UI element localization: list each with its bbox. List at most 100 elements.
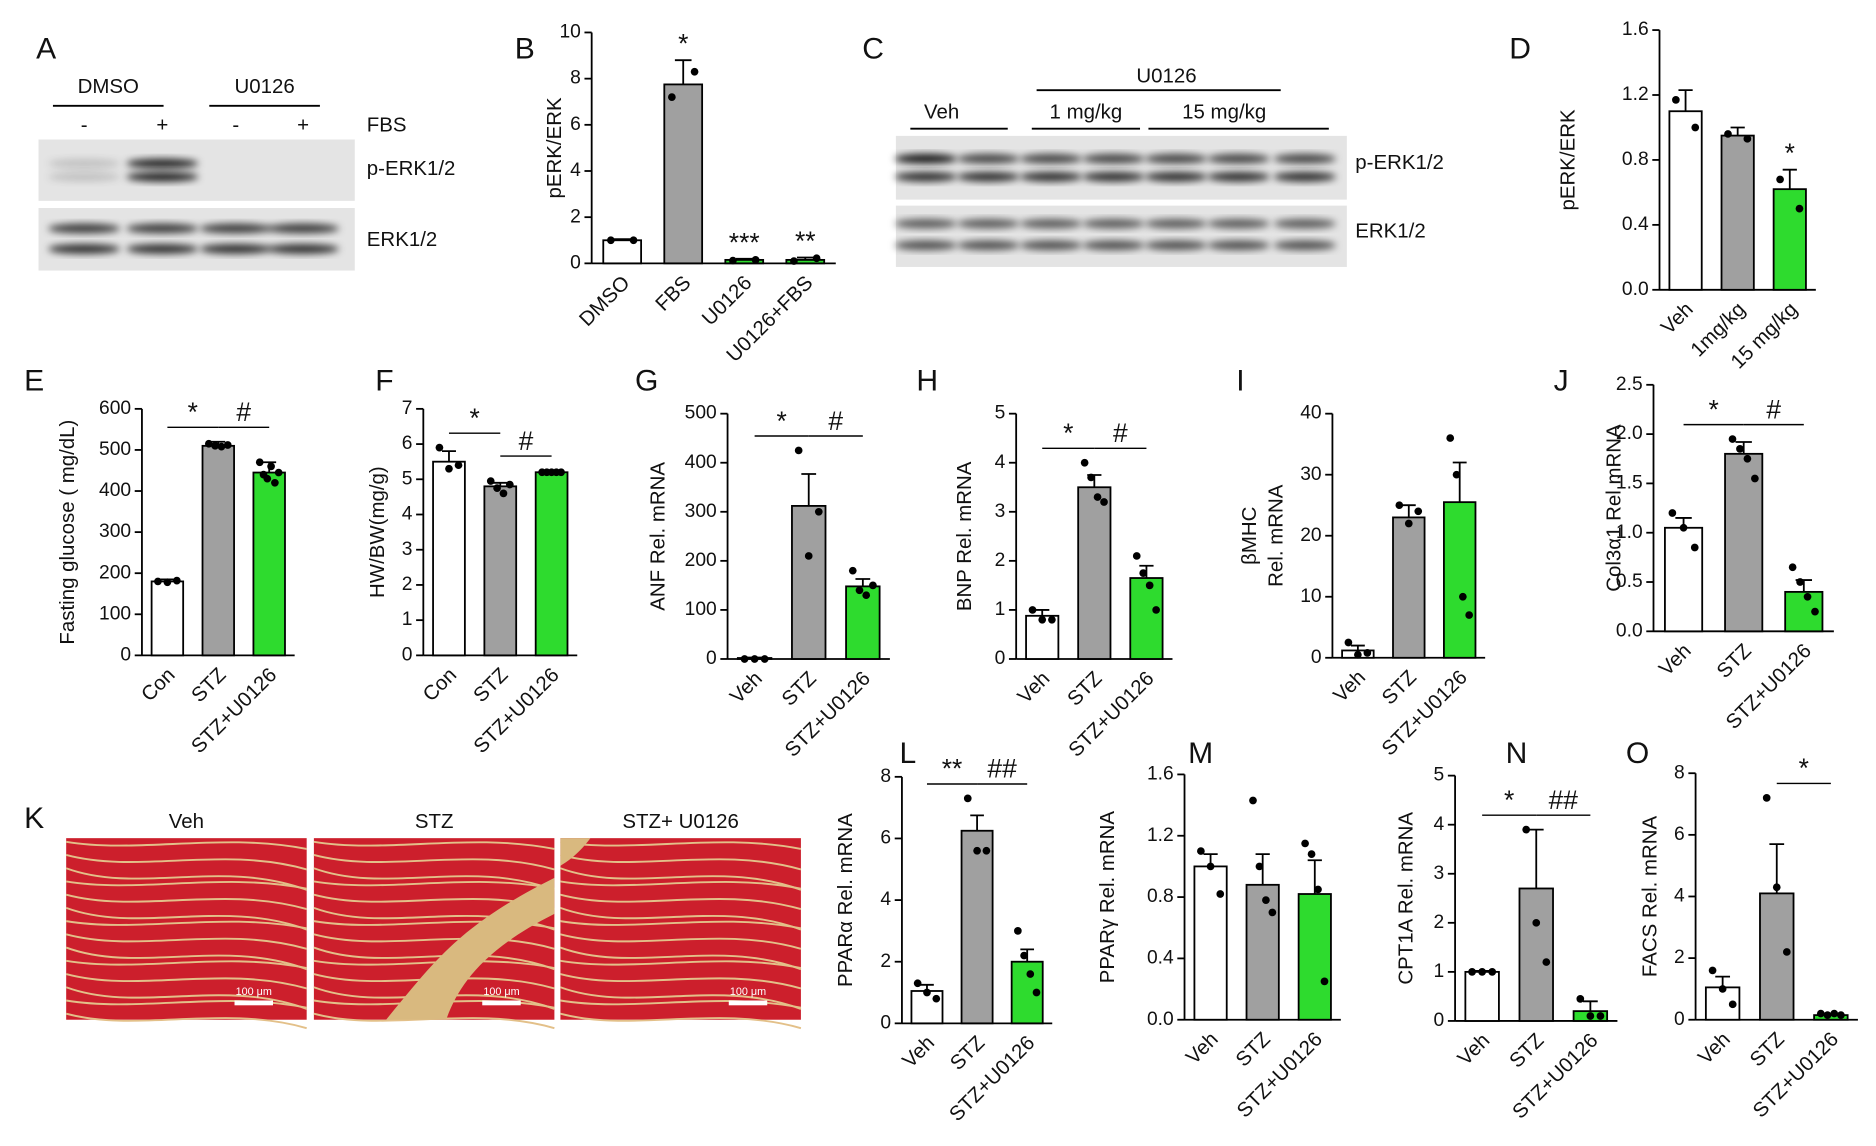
y-tick-label: 10 [1300,586,1321,607]
blot-band [1207,240,1270,251]
blot-band [126,171,199,182]
bar [1772,188,1807,291]
data-point [973,846,981,855]
data-point [855,586,864,595]
group-label: DMSO [78,75,139,98]
y-tick-label: 300 [685,501,717,522]
data-point [1830,1009,1839,1018]
y-tick-label: 8 [570,68,581,89]
error-bar [970,814,984,831]
data-point [223,441,232,449]
tissue-gap [66,920,307,930]
tissue-gap [560,986,802,1010]
y-tick-label: 4 [880,889,891,910]
blot-image [38,139,355,201]
blot-band [1082,171,1145,182]
error-bar [441,450,456,462]
data-point [505,480,514,489]
bar [791,505,827,660]
data-point [1038,615,1047,624]
y-tick-label: 2 [402,574,413,595]
y-axis-label: FACS Rel. mRNA [1638,815,1661,977]
y-tick-label: 300 [99,521,131,542]
blot-band [894,240,958,251]
error-bar [1350,644,1365,651]
data-point [1249,796,1257,805]
data-point [435,443,444,452]
data-point [794,446,803,455]
data-point [1152,606,1160,614]
y-tick-label: 6 [402,433,413,454]
data-point [1344,638,1353,647]
bar [1720,134,1755,291]
significance-label: *** [729,227,760,257]
error-bar [1035,609,1050,616]
blot-band [48,244,121,254]
y-axis-label: ANF Rel. mRNA [646,462,669,611]
data-point [1100,498,1108,506]
data-point [1262,896,1270,904]
data-point [1762,794,1771,802]
y-tick-label: 10 [559,22,580,43]
y-tick-label: 8 [1674,762,1685,783]
data-point [1446,434,1455,442]
bar [663,83,704,265]
data-point [1087,473,1095,482]
data-point [1014,927,1022,935]
data-point [267,462,275,471]
lane-label: + [297,114,309,137]
panel-letter: A [36,32,56,65]
blot-band [1144,153,1208,164]
data-point [1028,606,1037,614]
blot-band [266,244,340,254]
data-point [1803,592,1812,601]
y-tick-label: 1.5 [1616,472,1643,493]
data-point [454,461,463,470]
blot-band [1144,171,1208,182]
data-point [163,578,172,587]
tissue-gap [65,946,308,971]
data-point [493,484,501,492]
tissue-gap [560,946,802,971]
data-point [1823,1011,1832,1019]
y-tick-label: 6 [570,114,581,135]
data-point [932,994,941,1003]
data-point [1020,951,1028,960]
scale-bar [234,1000,274,1006]
bar [1392,516,1426,659]
data-point [1522,825,1531,834]
tissue-gap [65,854,307,871]
y-tick-label: 2.0 [1616,423,1643,444]
bar [1518,887,1554,1022]
panel-letter: C [862,32,884,65]
data-point [486,477,495,485]
y-axis-label: Fasting glucose ( mg/dL) [56,420,79,645]
blot-band [126,244,199,254]
y-axis-label: BNP Rel. mRNA [953,461,976,611]
tissue-gap [313,933,555,950]
tissue-gap [66,840,307,850]
data-point [814,507,823,516]
y-tick-label: 100 [99,603,131,624]
scale-bar-label: 100 μm [483,986,519,998]
data-point [862,591,871,600]
significance-label: * [1785,138,1795,168]
data-point [1048,615,1056,624]
y-tick-label: 0 [1311,647,1322,668]
data-point [1708,966,1717,975]
lane-label: - [232,114,239,137]
tissue-gap [65,1012,307,1030]
data-point [1354,650,1362,659]
scale-bar [728,1000,768,1006]
y-tick-label: 0.0 [1622,279,1649,300]
error-bar [1528,828,1544,889]
data-point [1668,509,1677,517]
data-point [1724,130,1732,138]
error-bar [1735,441,1752,454]
histology-image [65,838,308,1030]
y-tick-label: 1.6 [1147,763,1174,784]
data-point [869,581,877,590]
data-point [1080,458,1089,467]
y-tick-label: 1.6 [1622,19,1649,40]
bar [201,444,235,657]
